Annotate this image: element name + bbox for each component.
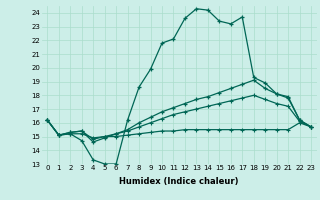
X-axis label: Humidex (Indice chaleur): Humidex (Indice chaleur): [119, 177, 239, 186]
